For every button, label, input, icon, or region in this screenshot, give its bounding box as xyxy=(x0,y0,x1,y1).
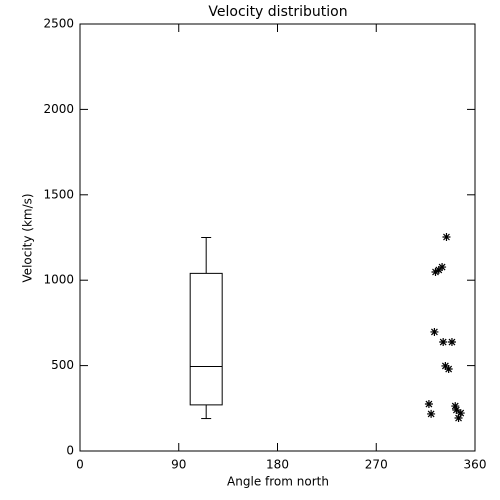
x-axis-label: Angle from north xyxy=(227,475,329,489)
plot-frame xyxy=(79,23,476,452)
y-axis-label: Velocity (km/s) xyxy=(21,193,35,282)
x-tick-label: 0 xyxy=(76,458,84,472)
y-tick-label: 0 xyxy=(66,444,74,458)
point xyxy=(431,268,440,277)
point xyxy=(439,338,448,347)
point xyxy=(451,402,460,411)
x-tick-label: 360 xyxy=(464,458,487,472)
chart-title: Velocity distribution xyxy=(208,4,347,20)
y-tick-label: 2000 xyxy=(43,102,74,116)
point xyxy=(430,327,439,336)
y-tick-label: 2500 xyxy=(43,17,74,31)
box xyxy=(189,272,223,406)
point xyxy=(447,338,456,347)
x-tick-label: 90 xyxy=(171,458,186,472)
point xyxy=(444,365,453,374)
point xyxy=(442,232,451,241)
point xyxy=(454,414,463,423)
point xyxy=(427,409,436,418)
point xyxy=(441,361,450,370)
point xyxy=(452,406,461,415)
point xyxy=(438,263,447,272)
point xyxy=(424,400,433,409)
x-tick-label: 180 xyxy=(266,458,289,472)
point xyxy=(456,409,465,418)
point xyxy=(434,265,443,274)
y-tick-label: 500 xyxy=(51,358,74,372)
x-tick-label: 270 xyxy=(365,458,388,472)
y-tick-label: 1000 xyxy=(43,273,74,287)
y-tick-label: 1500 xyxy=(43,187,74,201)
